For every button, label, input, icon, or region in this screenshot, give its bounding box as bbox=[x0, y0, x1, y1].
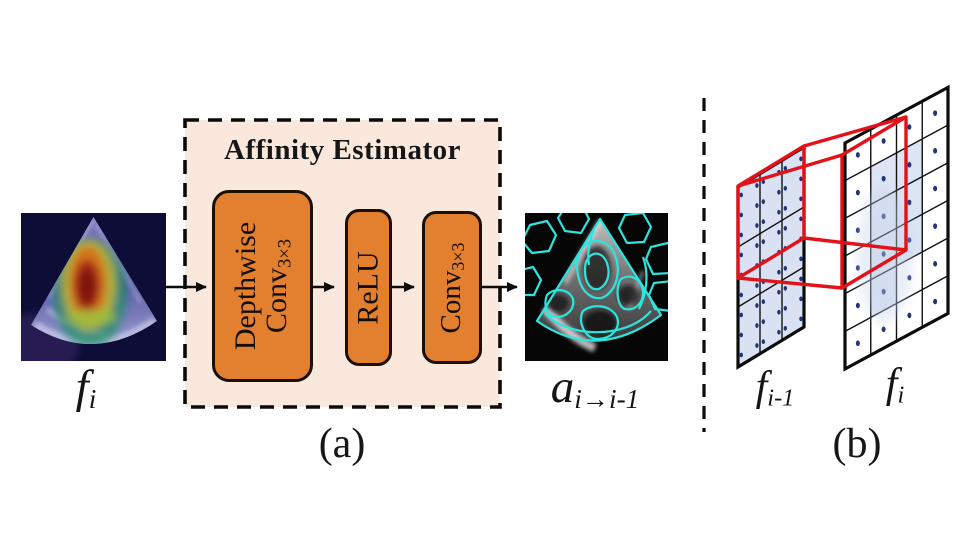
conv-block: Conv3×3 bbox=[422, 211, 482, 364]
relu-block: ReLU bbox=[345, 209, 392, 366]
relu-label: ReLU bbox=[351, 250, 385, 325]
affinity-contours-cyan bbox=[525, 213, 668, 342]
activation-heat-blob bbox=[53, 238, 127, 345]
feature-grids bbox=[736, 84, 950, 372]
source-window-outline bbox=[736, 144, 806, 280]
output-affinity-image bbox=[525, 213, 668, 361]
conv-label: Conv3×3 bbox=[434, 242, 468, 333]
caption-b: (b) bbox=[832, 421, 882, 467]
caption-a: (a) bbox=[318, 421, 366, 467]
previous-frame-label: fi-1 bbox=[755, 364, 795, 412]
affinity-window-frustum bbox=[736, 115, 908, 290]
output-affinity-label: ai→i-1 bbox=[550, 361, 640, 414]
current-frame-label: fi bbox=[885, 361, 905, 409]
input-heatmap-image bbox=[21, 213, 166, 361]
panel-b-grids-graphic bbox=[736, 84, 950, 372]
depthwise-label-line1: Depthwise bbox=[228, 221, 262, 351]
depthwise-conv-block: Depthwise Conv3×3 bbox=[212, 190, 313, 382]
depthwise-label-line2: Conv3×3 bbox=[259, 238, 295, 334]
input-feature-label: fi bbox=[75, 361, 97, 414]
target-window-outline bbox=[840, 115, 908, 290]
affinity-estimator-title: Affinity Estimator bbox=[224, 134, 461, 166]
